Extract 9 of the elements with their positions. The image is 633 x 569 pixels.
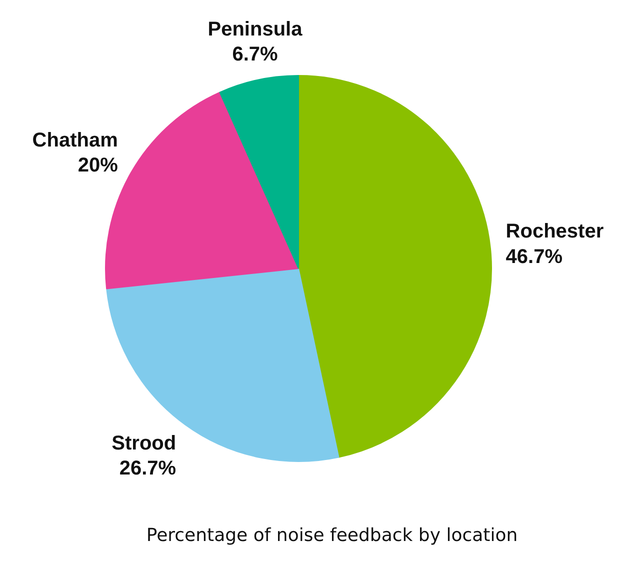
slice-label: Strood: [112, 432, 176, 454]
data-label: 46.7%: [506, 246, 563, 268]
slice-label: Peninsula: [208, 18, 304, 40]
text: Percentage of noise feedback by location: [146, 525, 518, 546]
data-label: 20%: [78, 154, 118, 177]
slice-label: Chatham: [32, 129, 118, 152]
data-label: 6.7%: [232, 44, 278, 66]
slice-label: Rochester: [506, 220, 604, 243]
data-label: 26.7%: [119, 458, 176, 480]
